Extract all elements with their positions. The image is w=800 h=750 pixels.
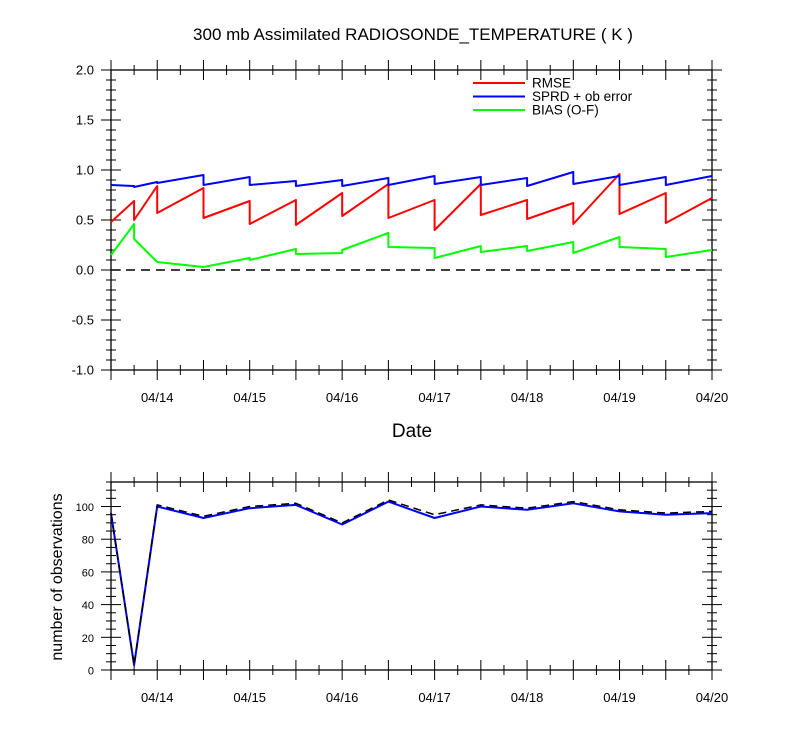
- bottom-y-tick-label: 80: [82, 535, 94, 547]
- top-plot-frame: [110, 69, 713, 371]
- bottom-y-tick-label: 60: [82, 567, 94, 579]
- top-chart-xlabel: Date: [392, 421, 432, 442]
- bottom-x-tick-label-04-15: 04/15: [233, 690, 266, 705]
- legend-label-rmse: RMSE: [532, 76, 571, 91]
- bottom-x-tick-label-04-18: 04/18: [511, 690, 544, 705]
- legend-label-bias-o-f: BIAS (O-F): [532, 103, 599, 118]
- bottom-y-tick-label: 40: [82, 600, 94, 612]
- bottom-y-tick-label: 100: [76, 502, 94, 514]
- bottom-series-possible: [110, 499, 713, 666]
- top-series-rmse: [110, 173, 713, 231]
- top-y-tick-label: 1.5: [76, 113, 94, 128]
- top-y-tick-label: 0.5: [76, 213, 94, 228]
- bottom-y-tick-label: 20: [82, 633, 94, 645]
- top-y-tick-label: -0.5: [72, 313, 94, 328]
- bottom-series-used: [110, 500, 713, 667]
- bottom-x-tick-label-04-17: 04/17: [418, 690, 451, 705]
- top-y-tick-label: 2.0: [76, 63, 94, 78]
- top-x-tick-label-04-20: 04/20: [696, 390, 729, 405]
- legend-label-sprd-ob-error: SPRD + ob error: [532, 89, 633, 104]
- top-y-tick-label: 1.0: [76, 163, 94, 178]
- bottom-x-tick-label-04-16: 04/16: [326, 690, 359, 705]
- bottom-x-tick-label-04-20: 04/20: [696, 690, 729, 705]
- top-x-tick-label-04-19: 04/19: [603, 390, 636, 405]
- top-series-bias-o-f: [110, 223, 713, 268]
- top-chart: 04/14 04/15 04/16 04/17 04/18 04/19 04/20 2.0 1.…: [72, 60, 729, 405]
- top-x-tick-label-04-14: 04/14: [141, 390, 174, 405]
- top-y-tick-label: 0.0: [76, 263, 94, 278]
- bottom-y-tick-label: 0: [88, 666, 94, 678]
- top-x-tick-label-04-16: 04/16: [326, 390, 359, 405]
- bottom-chart-ylabel: number of observations: [49, 493, 66, 660]
- bottom-x-tick-label-04-19: 04/19: [603, 690, 636, 705]
- top-x-tick-label-04-18: 04/18: [511, 390, 544, 405]
- top-series-sprd-ob-error: [110, 171, 713, 188]
- bottom-x-tick-label-04-14: 04/14: [141, 690, 174, 705]
- top-y-tick-label: -1.0: [72, 363, 94, 378]
- bottom-chart: 04/14 04/15 04/16 04/17 04/18 04/19 04/20 0 20 40…: [76, 472, 729, 705]
- top-chart-title: 300 mb Assimilated RADIOSONDE_TEMPERATUR…: [193, 25, 633, 44]
- top-x-tick-label-04-17: 04/17: [418, 390, 451, 405]
- top-x-tick-label-04-15: 04/15: [233, 390, 266, 405]
